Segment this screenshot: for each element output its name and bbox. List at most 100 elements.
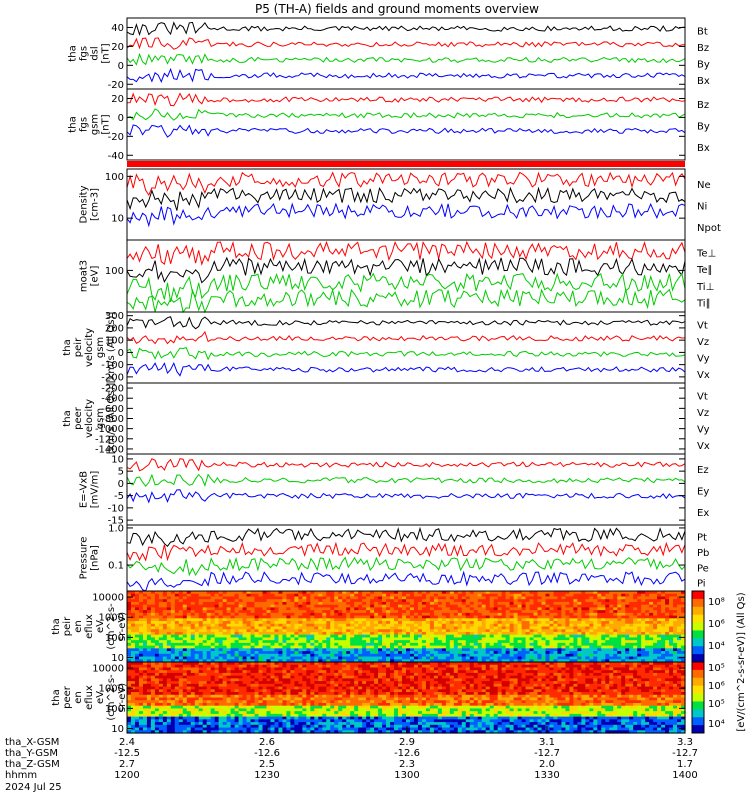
spectrogram-cell <box>286 591 292 595</box>
spectrogram-cell <box>174 730 180 734</box>
spectrogram-cell <box>158 618 164 622</box>
spectrogram-cell <box>382 656 387 660</box>
spectrogram-cell <box>274 596 280 600</box>
spectrogram-cell <box>210 705 216 710</box>
spectrogram-cell <box>146 675 152 679</box>
spectrogram-cell <box>617 621 622 625</box>
spectrogram-cell <box>553 596 559 600</box>
y-axis-label-line: en <box>73 620 84 633</box>
spectrogram-cell <box>649 604 654 608</box>
spectrogram-cell <box>282 651 288 655</box>
spectrogram-cell <box>270 634 276 639</box>
spectrogram-cell <box>593 631 598 636</box>
spectrogram-cell <box>254 683 260 688</box>
spectrogram-cell <box>266 610 272 614</box>
spectrogram-cell <box>274 692 280 696</box>
spectrogram-cell <box>278 626 284 630</box>
spectrogram-cell <box>561 610 567 614</box>
spectrogram-cell <box>501 612 507 617</box>
spectrogram-cell <box>142 716 148 720</box>
spectrogram-cell <box>190 604 196 608</box>
spectrogram-cell <box>561 621 567 625</box>
spectrogram-cell <box>374 626 379 630</box>
spectrogram-cell <box>673 653 678 658</box>
spectrogram-cell <box>553 615 559 619</box>
spectrogram-cell <box>182 711 188 715</box>
spectrogram-cell <box>370 648 375 652</box>
spectrogram-cell <box>362 610 367 614</box>
spectrogram-cell <box>230 727 236 731</box>
spectrogram-cell <box>198 662 204 666</box>
spectrogram-cell <box>190 645 196 649</box>
spectrogram-cell <box>262 631 268 636</box>
spectrogram-cell <box>178 672 184 677</box>
spectrogram-cell <box>398 591 403 595</box>
spectrogram-cell <box>266 656 272 660</box>
spectrogram-cell <box>242 591 248 595</box>
spectrogram-cell <box>577 640 582 644</box>
spectrogram-cell <box>146 623 152 628</box>
spectrogram-cell <box>673 607 678 611</box>
spectrogram-cell <box>409 656 415 660</box>
spectrogram-cell <box>637 626 642 630</box>
spectrogram-cell <box>322 623 327 628</box>
spectrogram-cell <box>390 593 395 598</box>
spectrogram-cell <box>501 637 507 641</box>
spectrogram-cell <box>186 664 192 669</box>
spectrogram-cell <box>497 626 503 630</box>
spectrogram-cell <box>382 648 387 652</box>
spectrogram-cell <box>290 645 295 649</box>
spectrogram-cell <box>278 615 284 619</box>
spectrogram-cell <box>565 642 571 647</box>
spectrogram-cell <box>629 659 634 663</box>
spectrogram-cell <box>645 659 650 663</box>
spectrogram-cell <box>477 626 483 630</box>
spectrogram-cell <box>346 634 351 639</box>
spectrogram-cell <box>334 656 339 660</box>
spectrogram-cell <box>330 607 335 611</box>
spectrogram-cell <box>513 615 519 619</box>
spectrogram-cell <box>270 694 276 699</box>
spectrogram-cell <box>234 716 240 720</box>
spectrogram-cell <box>334 596 339 600</box>
spectrogram-cell <box>242 708 248 712</box>
spectrogram-cell <box>230 700 236 704</box>
spectrogram-cell <box>322 648 327 652</box>
spectrogram-cell <box>493 621 499 625</box>
spectrogram-cell <box>134 604 140 608</box>
spectrogram-cell <box>589 612 594 617</box>
spectrogram-cell <box>210 607 216 611</box>
spectrogram-cell <box>202 653 208 658</box>
spectrogram-cell <box>557 653 563 658</box>
spectrogram-cell <box>150 670 156 674</box>
spectrogram-cell <box>677 626 682 630</box>
spectrogram-cell <box>477 599 483 603</box>
y-axis-label-line: tha <box>68 116 79 132</box>
spectrogram-cell <box>362 599 367 603</box>
spectrogram-cell <box>585 637 590 641</box>
spectrogram-cell <box>206 596 212 600</box>
spectrogram-cell <box>134 651 140 655</box>
spectrogram-cell <box>142 713 148 718</box>
spectrogram-cell <box>378 642 383 647</box>
spectrogram-cell <box>310 626 315 630</box>
spectrogram-cell <box>505 629 511 633</box>
spectrogram-cell <box>461 596 467 600</box>
spectrogram-cell <box>270 607 276 611</box>
spectrogram-cell <box>362 607 367 611</box>
spectrogram-cell <box>541 607 547 611</box>
spectrogram-cell <box>258 664 264 669</box>
spectrogram-cell <box>581 601 586 606</box>
spectrogram-cell <box>613 651 618 655</box>
spectrogram-cell <box>338 623 343 628</box>
spectrogram-cell <box>214 645 220 649</box>
spectrogram-cell <box>673 618 678 622</box>
spectrogram-cell <box>162 637 168 641</box>
spectrogram-cell <box>473 591 479 595</box>
spectrogram-cell <box>246 730 252 734</box>
spectrogram-cell <box>306 621 311 625</box>
spectrogram-cell <box>166 626 172 630</box>
spectrogram-cell <box>557 612 563 617</box>
spectrogram-cell <box>150 596 156 600</box>
spectrogram-cell <box>489 629 495 633</box>
